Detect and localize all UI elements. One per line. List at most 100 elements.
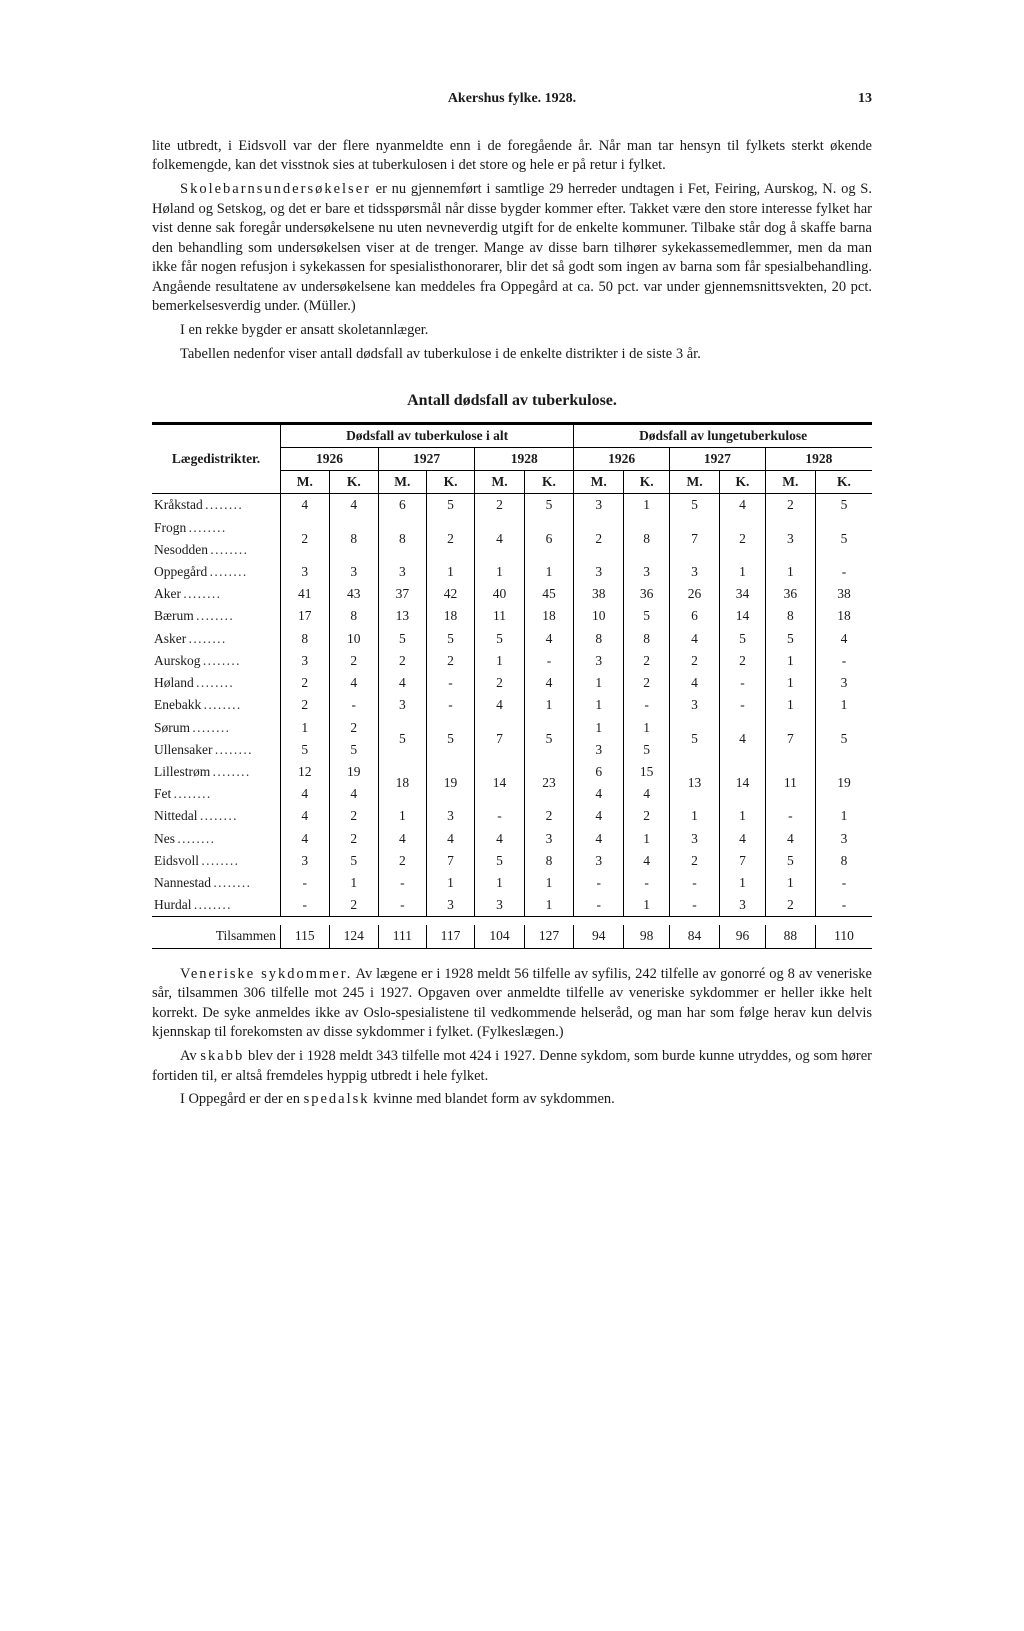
table-row: Aker414337424045383626343638 (152, 583, 872, 605)
table-row: Nes424443413443 (152, 828, 872, 850)
table-cell: 37 (379, 583, 427, 605)
table-cell: 10 (329, 628, 378, 650)
table-cell: 2 (379, 650, 427, 672)
mk: M. (475, 471, 524, 494)
table-cell: 96 (720, 925, 766, 948)
table-cell: 7 (765, 717, 815, 761)
y-1927a: 1927 (379, 447, 475, 470)
table-cell: 3 (624, 561, 670, 583)
mk: K. (720, 471, 766, 494)
mk: M. (765, 471, 815, 494)
row-name: Lillestrøm (152, 761, 281, 783)
table-cell: 3 (426, 894, 475, 917)
table-cell: 2 (765, 894, 815, 917)
table-cell: 5 (669, 494, 719, 517)
table-cell: - (524, 650, 573, 672)
row-name: Høland (152, 672, 281, 694)
table-cell: 2 (624, 672, 670, 694)
table-cell: 5 (475, 850, 524, 872)
table-cell: 2 (669, 650, 719, 672)
table-cell: 4 (524, 672, 573, 694)
table-cell: 38 (815, 583, 872, 605)
table-row: Nannestad-1-111---11- (152, 872, 872, 894)
table-cell: 1 (624, 717, 670, 739)
page-header: Akershus fylke. 1928. 13 (152, 90, 872, 109)
table-cell: 4 (765, 828, 815, 850)
table-cell: 5 (379, 717, 427, 761)
table-cell: 1 (624, 494, 670, 517)
table-cell: 84 (669, 925, 719, 948)
row-name: Hurdal (152, 894, 281, 917)
table-cell: 111 (379, 925, 427, 948)
table-cell: 3 (669, 561, 719, 583)
table-cell: 3 (281, 650, 330, 672)
table-cell: 12 (281, 761, 330, 783)
table-cell: 3 (281, 561, 330, 583)
table-cell: 18 (524, 605, 573, 627)
table-cell: - (426, 672, 475, 694)
table-cell: 19 (426, 761, 475, 805)
mk: K. (815, 471, 872, 494)
table-cell: 1 (765, 650, 815, 672)
table-cell: 1 (524, 894, 573, 917)
table-cell: - (379, 872, 427, 894)
table-cell: 3 (281, 850, 330, 872)
table-cell: 104 (475, 925, 524, 948)
table-cell: 115 (281, 925, 330, 948)
table-cell: 2 (379, 850, 427, 872)
table-cell: 19 (815, 761, 872, 805)
table-cell: 1 (720, 561, 766, 583)
table-cell: 5 (765, 850, 815, 872)
p7-lead: spedalsk (304, 1091, 370, 1107)
table-cell: - (574, 894, 624, 917)
table-cell: 7 (669, 517, 719, 561)
table-cell: 3 (574, 561, 624, 583)
table-total-row: Tilsammen1151241111171041279498849688110 (152, 925, 872, 948)
paragraph-7: I Oppegård er der en spedalsk kvinne med… (152, 1090, 872, 1110)
table-title: Antall dødsfall av tuberkulose. (152, 390, 872, 412)
table-cell: 5 (426, 628, 475, 650)
table-cell: 8 (329, 605, 378, 627)
table-cell: 1 (720, 805, 766, 827)
table-cell: 5 (815, 494, 872, 517)
table-cell: 3 (815, 828, 872, 850)
row-name: Ullensaker (152, 739, 281, 761)
table-cell: 10 (574, 605, 624, 627)
table-row: Enebakk2-3-411-3-11 (152, 694, 872, 716)
table-cell: 3 (426, 805, 475, 827)
table-cell: 14 (720, 761, 766, 805)
table-cell: 1 (574, 672, 624, 694)
row-name: Bærum (152, 605, 281, 627)
table-cell: 4 (720, 494, 766, 517)
table-cell: 2 (329, 805, 378, 827)
table-cell: - (720, 672, 766, 694)
table-cell: 5 (720, 628, 766, 650)
p7c: kvinne med blandet form av sykdommen. (370, 1091, 615, 1107)
table-cell: 5 (475, 628, 524, 650)
table-cell: 5 (281, 739, 330, 761)
table-cell: 1 (765, 694, 815, 716)
table-cell: 18 (379, 761, 427, 805)
table-cell: - (426, 694, 475, 716)
row-name: Nannestad (152, 872, 281, 894)
tuberkulose-table: Lægedistrikter. Dødsfall av tuberkulose … (152, 422, 872, 949)
table-cell: 38 (574, 583, 624, 605)
table-cell: 4 (815, 628, 872, 650)
table-cell: - (624, 694, 670, 716)
y-1926a: 1926 (281, 447, 379, 470)
table-cell: 2 (426, 517, 475, 561)
table-cell: 4 (329, 494, 378, 517)
table-cell: - (379, 894, 427, 917)
table-cell: - (815, 894, 872, 917)
table-cell: 8 (765, 605, 815, 627)
table-cell: 2 (624, 805, 670, 827)
table-cell: 7 (475, 717, 524, 761)
table-cell: 6 (379, 494, 427, 517)
table-cell: 3 (524, 828, 573, 850)
table-cell: 3 (765, 517, 815, 561)
table-cell: 5 (379, 628, 427, 650)
p6-lead: skabb (200, 1048, 244, 1064)
table-cell: 11 (765, 761, 815, 805)
table-cell: - (574, 872, 624, 894)
row-name: Aurskog (152, 650, 281, 672)
